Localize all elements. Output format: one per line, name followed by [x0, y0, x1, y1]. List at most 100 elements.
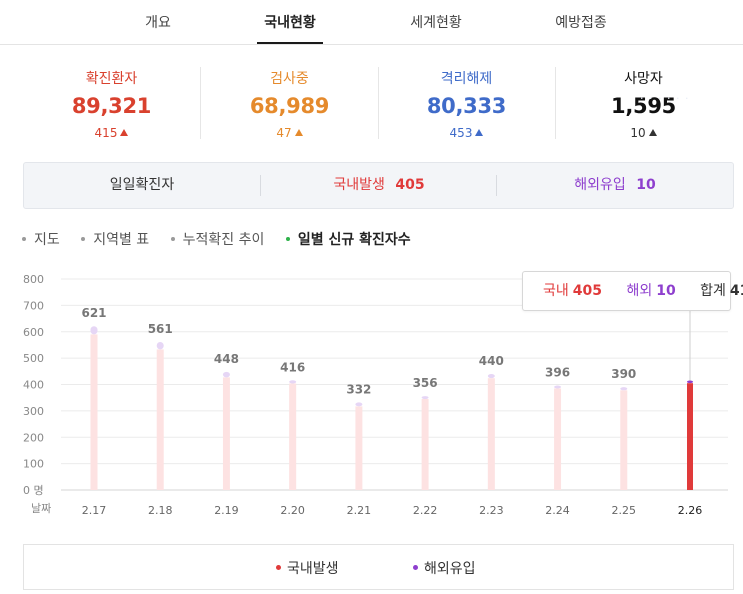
- subnav-label: 일별 신규 확진자수: [297, 232, 411, 248]
- daily-domestic-label: 국내발생: [333, 177, 385, 193]
- x-tick-label: 2.17: [82, 504, 107, 517]
- y-tick-label: 700: [23, 299, 44, 312]
- data-label: 332: [346, 382, 371, 396]
- tab-vaccination[interactable]: 예방접종: [555, 15, 607, 31]
- subnav-label: 누적확진 추이: [182, 232, 265, 248]
- bullet-icon: [22, 237, 26, 241]
- y-tick-label: 300: [23, 405, 44, 418]
- chart-legend: 국내발생 해외유입: [23, 544, 734, 590]
- tab-domestic[interactable]: 국내현황: [264, 15, 316, 31]
- data-label: 396: [545, 366, 570, 380]
- tab-overview[interactable]: 개요: [145, 15, 171, 31]
- tooltip-total-value: 415: [729, 283, 743, 299]
- stat-deaths: 사망자 1,595 10: [555, 62, 732, 140]
- top-tabs: 개요 국내현황 세계현황 예방접종: [0, 0, 743, 45]
- stat-delta-value: 47: [276, 126, 292, 140]
- daily-domestic-value: 405: [395, 177, 425, 193]
- legend-domestic[interactable]: 국내발생: [276, 558, 339, 578]
- bar-domestic: [554, 388, 562, 490]
- y-tick-label: 500: [23, 352, 44, 365]
- tooltip-domestic: 국내 405: [533, 283, 602, 299]
- x-tick-label: 2.24: [545, 504, 570, 517]
- x-tick-label: 2.19: [214, 504, 239, 517]
- subnav-region-table[interactable]: 지역별 표: [81, 229, 149, 249]
- tab-world[interactable]: 세계현황: [410, 15, 462, 31]
- bullet-icon: [81, 237, 86, 241]
- tooltip-overseas: 해외 10: [616, 283, 675, 299]
- tooltip-total-label: 합계: [700, 283, 726, 299]
- x-tick-label: 2.25: [612, 504, 637, 517]
- stat-value: 89,321: [71, 94, 152, 118]
- divider: [496, 175, 497, 196]
- bar-domestic: [156, 349, 164, 490]
- divider: [260, 175, 261, 196]
- divider: [378, 67, 379, 139]
- daily-overseas-value: 10: [636, 177, 656, 193]
- x-tick-label: 2.26: [678, 504, 703, 517]
- data-label: 356: [413, 376, 438, 390]
- subnav-cumulative-trend[interactable]: 누적확진 추이: [170, 229, 265, 249]
- increase-icon: [294, 129, 303, 136]
- bar-overseas: [222, 371, 230, 378]
- y-tick-label: 800: [23, 273, 44, 286]
- stat-value: 68,989: [249, 94, 330, 118]
- bar-domestic: [90, 334, 98, 490]
- bar-domestic: [222, 377, 230, 490]
- daily-confirmed-bar: 일일확진자 국내발생 405 해외유입 10: [23, 162, 734, 209]
- data-label: 390: [611, 367, 636, 381]
- bar-domestic: [687, 383, 693, 490]
- bar-domestic: [421, 399, 429, 490]
- active-tab-underline: [257, 42, 323, 44]
- stat-testing: 검사중 68,989 47: [201, 62, 378, 140]
- stat-delta-value: 453: [449, 126, 473, 140]
- legend-dot-icon: [276, 565, 281, 570]
- data-label: 440: [479, 354, 504, 368]
- bar-domestic: [289, 383, 297, 490]
- bar-overseas: [554, 385, 562, 389]
- bar-domestic: [487, 378, 495, 490]
- bar-overseas: [156, 342, 164, 350]
- stat-label: 확진환자: [85, 71, 138, 87]
- stat-value: 80,333: [426, 94, 507, 118]
- x-unit-label: 날짜: [31, 502, 51, 515]
- bullet-icon: [170, 237, 175, 241]
- legend-label: 해외유입: [424, 561, 476, 577]
- subnav-label: 지역별 표: [93, 232, 150, 248]
- daily-domestic: 국내발생 405: [261, 163, 497, 208]
- bar-overseas: [289, 380, 297, 384]
- daily-overseas-label: 해외유입: [574, 177, 626, 193]
- bar-domestic: [620, 390, 628, 490]
- tooltip-overseas-value: 10: [656, 283, 676, 299]
- bar-overseas: [620, 387, 628, 391]
- divider: [555, 67, 556, 139]
- stat-label: 검사중: [270, 71, 309, 87]
- increase-icon: [475, 129, 484, 136]
- subnav-daily-new[interactable]: 일별 신규 확진자수: [285, 229, 411, 249]
- bar-overseas: [421, 396, 429, 400]
- stat-confirmed: 확진환자 89,321 415: [23, 62, 200, 140]
- x-tick-label: 2.21: [347, 504, 372, 517]
- data-label: 448: [214, 352, 239, 366]
- divider: [200, 67, 201, 139]
- stat-delta: 415: [23, 126, 200, 140]
- y-tick-label: 100: [23, 458, 44, 471]
- subnav-map[interactable]: 지도: [22, 229, 60, 249]
- x-tick-label: 2.18: [148, 504, 173, 517]
- stat-value: 1,595: [611, 94, 676, 118]
- tooltip-domestic-label: 국내: [543, 283, 569, 299]
- bar-domestic: [355, 406, 363, 490]
- bar-overseas: [90, 326, 98, 335]
- subnav-label: 지도: [34, 232, 60, 248]
- tooltip-overseas-label: 해외: [626, 283, 653, 299]
- stat-delta: 453: [378, 126, 555, 140]
- bar-overseas: [687, 380, 693, 384]
- stat-label: 사망자: [624, 71, 663, 87]
- x-tick-label: 2.23: [479, 504, 504, 517]
- stat-released: 격리해제 80,333 453: [378, 62, 555, 140]
- x-tick-label: 2.22: [413, 504, 438, 517]
- stat-label: 격리해제: [440, 71, 493, 87]
- legend-overseas[interactable]: 해외유입: [413, 558, 476, 578]
- daily-overseas: 해외유입 10: [497, 163, 733, 208]
- stats-summary: 확진환자 89,321 415 검사중 68,989 47 격리해제 80,33…: [23, 62, 733, 152]
